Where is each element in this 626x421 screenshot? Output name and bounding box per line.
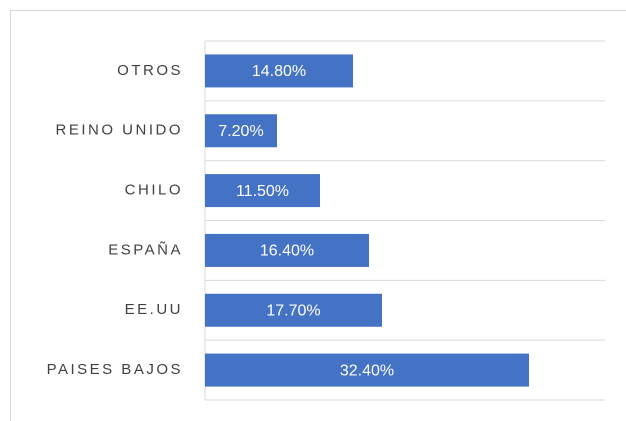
bar [205, 174, 320, 208]
bar [205, 293, 382, 327]
bar [205, 54, 353, 88]
data-label: 11.50% [236, 183, 289, 200]
y-tick-label: REINO UNIDO [55, 122, 183, 139]
data-label: 32.40% [340, 362, 394, 379]
y-tick-label: EE.UU [125, 301, 183, 318]
y-tick-label: ESPAÑA [108, 241, 183, 258]
data-label: 17.70% [266, 302, 320, 319]
data-label: 16.40% [260, 243, 314, 260]
chart-border [10, 10, 626, 421]
y-tick-label: PAISES BAJOS [47, 361, 183, 378]
data-label: 14.80% [252, 63, 306, 80]
bar [205, 353, 529, 387]
y-tick-label: OTROS [117, 62, 183, 79]
data-label: 7.20% [218, 123, 263, 140]
y-tick-label: CHILO [125, 182, 183, 199]
bar [205, 233, 369, 267]
bar [205, 114, 277, 148]
